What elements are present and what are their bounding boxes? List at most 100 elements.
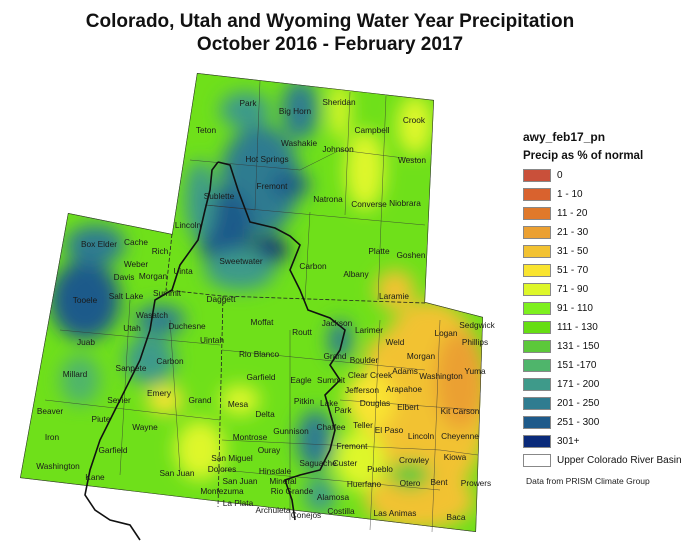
- county-label: Huerfano: [347, 479, 382, 489]
- precip-region: [345, 130, 385, 210]
- county-labels: Park Big Horn Sheridan Crook Teton Washakie Jo…: [36, 97, 495, 522]
- county-label: Kane: [85, 472, 105, 482]
- county-label: Elbert: [397, 402, 419, 412]
- county-label: Laramie: [379, 291, 409, 301]
- county-label: Montrose: [233, 432, 268, 442]
- map-subtitle: October 2016 - February 2017: [196, 34, 464, 55]
- county-label: Davis: [114, 272, 135, 282]
- county-label: Douglas: [360, 398, 390, 408]
- county-label: Sheridan: [322, 97, 356, 107]
- county-label: Garfield: [246, 372, 275, 382]
- precip-raster: [20, 73, 483, 532]
- county-label: Carbon: [156, 356, 184, 366]
- county-label: Beaver: [37, 406, 64, 416]
- county-label: Johnson: [322, 144, 354, 154]
- county-label: Grand: [188, 395, 211, 405]
- county-label: Carbon: [299, 261, 327, 271]
- legend-swatch: [523, 283, 551, 296]
- county-label: Dolores: [208, 464, 237, 474]
- county-label: Lincoln: [175, 220, 202, 230]
- legend-item: 51 - 70: [523, 261, 682, 280]
- precip-region: [50, 260, 120, 340]
- legend-item: 11 - 20: [523, 204, 682, 223]
- county-label: Rio Blanco: [239, 349, 280, 359]
- legend-item: 91 - 110: [523, 299, 682, 318]
- county-label: Park: [239, 98, 257, 108]
- county-label: Lake: [320, 398, 338, 408]
- county-label: Pueblo: [367, 464, 393, 474]
- county-label: Delta: [255, 409, 275, 419]
- county-label: Fremont: [337, 441, 369, 451]
- county-label: Piute: [92, 414, 111, 424]
- county-label: Boulder: [350, 355, 379, 365]
- county-label: Baca: [447, 512, 466, 522]
- county-label: Logan: [434, 328, 457, 338]
- county-label: Mesa: [228, 399, 249, 409]
- county-label: Chaffee: [317, 422, 346, 432]
- precip-region: [297, 410, 333, 470]
- legend-label: 51 - 70: [557, 265, 589, 276]
- county-label: Platte: [368, 246, 390, 256]
- county-label: Kiowa: [444, 452, 467, 462]
- legend-item: 301+: [523, 432, 682, 451]
- county-label: Albany: [343, 269, 369, 279]
- county-label: Rio Grande: [271, 486, 314, 496]
- legend-label: 0: [557, 170, 563, 181]
- county-label: Conejos: [291, 510, 321, 520]
- precip-region: [175, 420, 225, 480]
- legend-label: 1 - 10: [557, 189, 583, 200]
- county-label: Rich: [152, 246, 169, 256]
- legend-label: 111 - 130: [557, 322, 598, 333]
- county-label: Grand: [323, 351, 346, 361]
- legend-item: 201 - 250: [523, 394, 682, 413]
- county-label: Juab: [77, 337, 95, 347]
- precip-region: [305, 477, 335, 513]
- precip-region: [375, 270, 415, 310]
- county-label: Crowley: [399, 455, 430, 465]
- county-label: Weston: [398, 155, 426, 165]
- county-label: Cheyenne: [441, 431, 479, 441]
- county-label: Daggett: [206, 294, 236, 304]
- precip-region: [397, 95, 433, 155]
- county-label: Park: [334, 405, 352, 415]
- precip-region: [205, 250, 275, 290]
- county-label: Sevier: [107, 395, 131, 405]
- legend-label: 151 -170: [557, 360, 597, 371]
- county-label: Big Horn: [279, 106, 312, 116]
- county-label: Mineral: [269, 476, 296, 486]
- county-label: Kit Carson: [441, 406, 480, 416]
- legend-item: 1 - 10: [523, 185, 682, 204]
- county-label: Goshen: [396, 250, 425, 260]
- legend-label: 91 - 110: [557, 303, 593, 314]
- county-label: Clear Creek: [348, 370, 393, 380]
- county-label: Uintah: [200, 335, 224, 345]
- county-label: Tooele: [73, 295, 98, 305]
- legend-swatch: [523, 264, 551, 277]
- legend-label: 171 - 200: [557, 379, 600, 390]
- legend-label: 131 - 150: [557, 341, 600, 352]
- county-label: Sanpete: [116, 363, 147, 373]
- county-label: El Paso: [375, 425, 404, 435]
- county-label: Wayne: [132, 422, 158, 432]
- county-label: Hinsdale: [259, 466, 292, 476]
- county-label: Uinta: [173, 266, 193, 276]
- county-label: Campbell: [354, 125, 389, 135]
- legend-item: 131 - 150: [523, 337, 682, 356]
- county-label: Washakie: [281, 138, 318, 148]
- precip-region: [328, 320, 352, 360]
- county-label: Natrona: [313, 194, 343, 204]
- legend-swatch: [523, 226, 551, 239]
- legend-label: 31 - 50: [557, 246, 589, 257]
- legend-swatch: [523, 188, 551, 201]
- legend-swatch: [523, 397, 551, 410]
- legend-label: 201 - 250: [557, 398, 600, 409]
- legend-label: Upper Colorado River Basin: [557, 455, 682, 466]
- legend-item: 151 -170: [523, 356, 682, 375]
- county-label: La Plata: [223, 498, 254, 508]
- county-label: Archuleta: [255, 505, 290, 515]
- legend-swatch: [523, 454, 551, 467]
- county-label: Prowers: [461, 478, 491, 488]
- precip-region: [282, 80, 318, 140]
- legend-item: 0: [523, 166, 682, 185]
